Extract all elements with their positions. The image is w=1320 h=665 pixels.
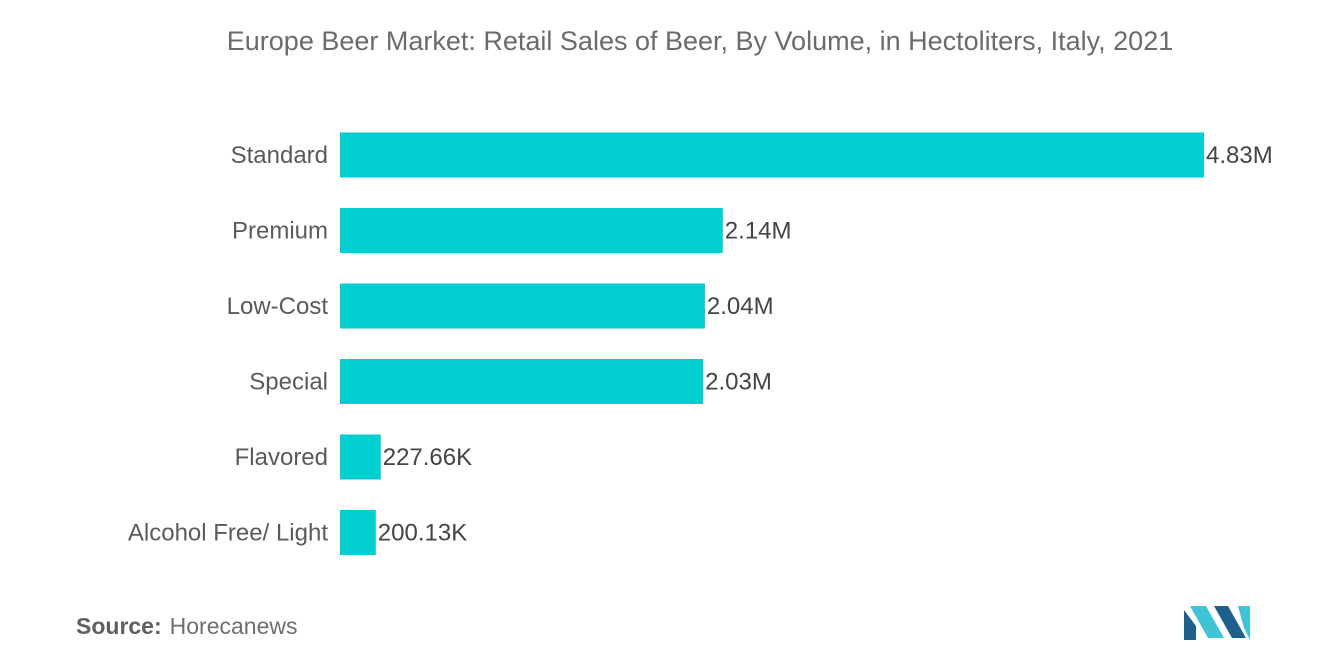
value-label-alcohol-free-light: 200.13K [378, 520, 467, 547]
mordor-intelligence-logo-icon [1184, 606, 1250, 640]
category-label-special: Special [249, 369, 328, 396]
bar-premium [340, 208, 723, 253]
bar-low-cost [340, 283, 705, 329]
value-labels: 4.83M 2.14M 2.04M 2.03M 227.66K 200.13K [378, 142, 1273, 547]
bar-special [340, 359, 704, 404]
value-label-special: 2.03M [705, 369, 772, 396]
category-label-premium: Premium [232, 218, 328, 245]
category-label-flavored: Flavored [235, 444, 328, 471]
source-label: Source: [76, 613, 162, 639]
category-label-low-cost: Low-Cost [227, 293, 329, 320]
value-label-low-cost: 2.04M [707, 293, 774, 320]
source-note: Source: Horecanews [76, 613, 297, 640]
bar-standard [340, 132, 1204, 178]
category-labels: Standard Premium Low-Cost Special Flavored Al… [128, 142, 328, 547]
value-label-flavored: 227.66K [383, 444, 472, 471]
value-label-premium: 2.14M [725, 218, 792, 245]
value-label-standard: 4.83M [1206, 142, 1273, 169]
bars-group [340, 132, 1204, 555]
category-label-standard: Standard [231, 142, 328, 169]
source-value: Horecanews [169, 613, 298, 639]
bar-flavored [340, 434, 381, 480]
category-label-alcohol-free-light: Alcohol Free/ Light [128, 520, 328, 547]
bar-alcohol-free-light [340, 510, 376, 555]
bar-chart: Standard Premium Low-Cost Special Flavored Al… [128, 132, 1273, 555]
chart-title: Europe Beer Market: Retail Sales of Beer… [226, 26, 1174, 56]
